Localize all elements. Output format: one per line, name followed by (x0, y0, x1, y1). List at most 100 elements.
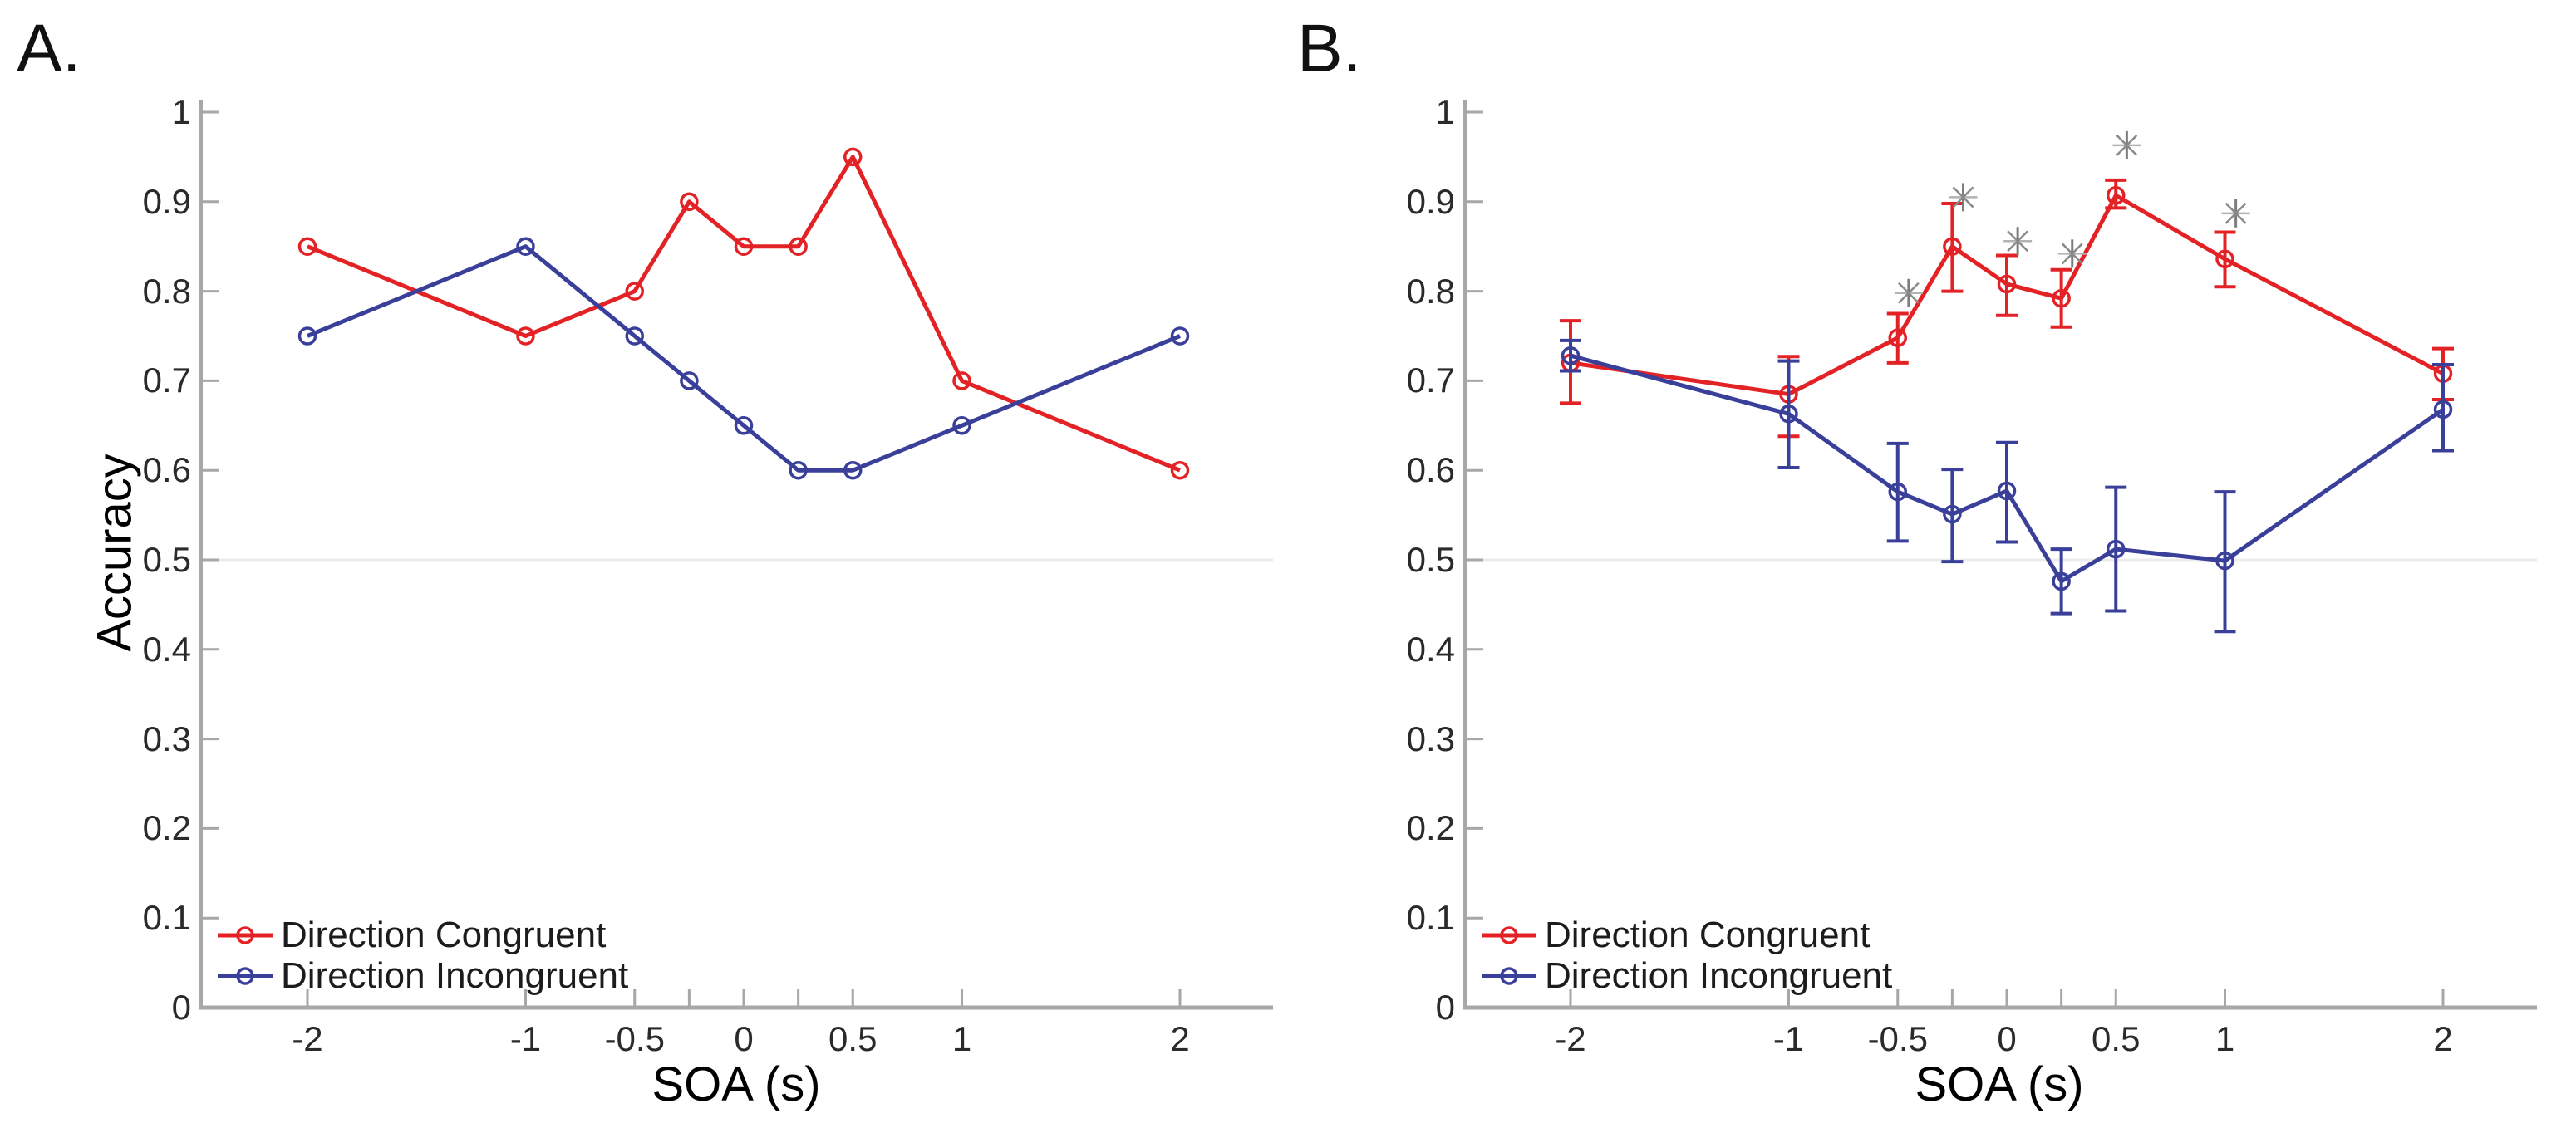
panel-b-series-direction-congruent-line (1570, 193, 2445, 397)
panel-a-y-tick-label: 0.6 (142, 450, 191, 490)
panel-a-y-tick-label: 0.5 (142, 540, 191, 579)
panel-b-y-tick-label: 0.7 (1406, 360, 1455, 400)
panel-b-significance-asterisk (1952, 186, 1974, 208)
panel-b-significance-asterisk (2007, 230, 2029, 253)
panel-label-a: A. (17, 11, 81, 86)
legend-marker-circle-incongruent (236, 967, 254, 985)
panel-a-series-direction-incongruent-data-point-marker (680, 371, 699, 390)
legend-swatch-congruent-a (218, 926, 273, 944)
panel-b-series-direction-incongruent-data-point-marker (1561, 346, 1581, 365)
panel-b-x-tick-label: 1 (2215, 1019, 2235, 1058)
panel-b-significance-asterisk (2225, 202, 2247, 224)
panel-b-y-tick-label: 0.6 (1406, 450, 1455, 490)
panel-b-significance-asterisk (2116, 134, 2138, 156)
panel-b-series-direction-incongruent-data-point-marker (2433, 400, 2453, 419)
legend-marker-circle-incongruent (1500, 967, 1518, 985)
legend-item-congruent-b: Direction Congruent (1482, 915, 1870, 955)
x-axis-label-soa-panel-b: SOA (s) (1915, 1057, 2084, 1111)
panel-b-series-direction-congruent-data-point-marker (1943, 237, 1962, 256)
panel-a-x-tick-label: 0 (734, 1019, 754, 1058)
panel-a-series-direction-congruent-data-point-marker (1170, 460, 1190, 480)
panel-a-y-tick-label: 0.9 (142, 181, 191, 221)
panel-a-series-direction-congruent-data-point-marker (789, 237, 808, 256)
panel-a-series-direction-incongruent-data-point-marker (516, 237, 535, 256)
panel-a-series-direction-incongruent-data-point-marker (843, 460, 863, 480)
panel-b-y-tick-label: 0.4 (1406, 629, 1455, 669)
panel-b-series-direction-incongruent-data-point-marker (1888, 482, 1907, 502)
panel-a-y-tick-label: 0.7 (142, 360, 191, 400)
panel-b-y-tick-label: 0.2 (1406, 808, 1455, 848)
panel-b-series-direction-incongruent-data-point-marker (2107, 539, 2126, 559)
panel-b-series-direction-incongruent-data-point-marker (1779, 405, 1798, 424)
panel-b-x-tick-label: 0 (1997, 1019, 2017, 1058)
legend-label-incongruent: Direction Incongruent (1545, 955, 1893, 996)
panel-b-x-tick-label: -2 (1555, 1019, 1586, 1058)
legend-swatch-congruent-b (1482, 926, 1536, 944)
legend-item-congruent-a: Direction Congruent (218, 915, 606, 955)
panel-a-series-direction-congruent-data-point-marker (297, 237, 317, 256)
panel-a-series-direction-congruent-data-point-marker (952, 371, 971, 390)
panel-b-series-direction-congruent-data-point-marker (2215, 249, 2234, 269)
panel-b-series-direction-congruent-data-point-marker (1888, 328, 1907, 347)
panel-a-y-tick-label: 0.8 (142, 271, 191, 311)
legend-swatch-incongruent-a (218, 967, 273, 985)
panel-a-series-direction-congruent-data-point-marker (843, 147, 863, 167)
panel-b-y-tick-label: 0.8 (1406, 271, 1455, 311)
x-axis-label-soa-panel-a: SOA (s) (651, 1057, 821, 1111)
panel-a-y-tick-label: 0 (171, 988, 191, 1027)
legend-swatch-incongruent-b (1482, 967, 1536, 985)
panel-a-series-direction-incongruent-data-point-marker (952, 416, 971, 435)
panel-a-y-tick-label: 0.3 (142, 719, 191, 758)
panel-b-series-direction-incongruent-data-point-marker (1943, 504, 1962, 524)
panel-b-series-direction-incongruent-data-point-marker (2215, 551, 2234, 571)
panel-a-series-direction-congruent-data-point-marker (680, 192, 699, 212)
panel-a-y-tick-label: 0.1 (142, 898, 191, 938)
panel-b-x-tick-label: -1 (1772, 1019, 1805, 1058)
legend-item-incongruent-b: Direction Incongruent (1482, 956, 1892, 996)
panel-b-y-tick-label: 0.1 (1406, 898, 1455, 938)
panel-b-y-tick-label: 0.3 (1406, 719, 1455, 758)
panel-a-y-tick-label: 1 (171, 92, 191, 131)
legend-label-congruent: Direction Congruent (281, 915, 607, 955)
panel-a-series-direction-congruent-data-point-marker (734, 237, 754, 256)
panel-b-x-tick-label: 2 (2433, 1019, 2453, 1058)
panel-a-series-direction-incongruent-data-point-marker (297, 326, 317, 346)
panel-b-series-direction-incongruent-data-point-marker (1997, 481, 2017, 501)
legend-label-congruent: Direction Congruent (1545, 915, 1871, 955)
panel-a-series-direction-incongruent-data-point-marker (1170, 326, 1190, 346)
panel-b-y-tick-label: 1 (1435, 92, 1455, 131)
panel-a-x-tick-label: -2 (292, 1019, 323, 1058)
panel-a-x-tick-label: -0.5 (604, 1019, 665, 1058)
panel-a-y-tick-label: 0.4 (142, 629, 191, 669)
legend-label-incongruent: Direction Incongruent (281, 955, 629, 996)
legend-marker-circle-congruent (236, 926, 254, 944)
panel-label-b: B. (1297, 11, 1362, 86)
panel-a-series-direction-incongruent-data-point-marker (734, 416, 754, 435)
panel-b-y-tick-label: 0.5 (1406, 540, 1455, 579)
panel-b-significance-asterisk (2061, 243, 2083, 265)
panel-a-series-direction-congruent-data-point-marker (516, 326, 535, 346)
panel-b-x-tick-label: -0.5 (1867, 1019, 1928, 1058)
y-axis-label-accuracy: Accuracy (87, 454, 142, 652)
panel-b-y-tick-label: 0 (1435, 988, 1455, 1027)
panel-b-x-tick-label: 0.5 (2092, 1019, 2141, 1058)
panel-b-series-direction-incongruent-data-point-marker (2052, 571, 2071, 591)
panel-a-x-tick-label: -1 (509, 1019, 542, 1058)
panel-a-x-tick-label: 1 (951, 1019, 972, 1058)
panel-b-series-direction-congruent-data-point-marker (2107, 186, 2126, 205)
panel-b-significance-asterisk (1897, 282, 1920, 304)
panel-a-series-direction-congruent-data-point-marker (625, 282, 644, 301)
panel-a-series-direction-incongruent-line (307, 244, 1181, 473)
panel-a-series-direction-incongruent-data-point-marker (789, 460, 808, 480)
panel-b-series-direction-congruent-data-point-marker (1997, 274, 2017, 294)
panel-a-y-tick-label: 0.2 (142, 808, 191, 848)
panel-a-series-direction-congruent-line (307, 154, 1181, 473)
legend-marker-circle-congruent (1500, 926, 1518, 944)
panel-b-y-tick-label: 0.9 (1406, 181, 1455, 221)
panel-b-series-direction-incongruent-line (1570, 353, 2445, 584)
panel-b-series-direction-congruent-data-point-marker (2052, 288, 2071, 308)
panel-a-x-tick-label: 0.5 (828, 1019, 878, 1058)
panel-a-x-tick-label: 2 (1170, 1019, 1190, 1058)
